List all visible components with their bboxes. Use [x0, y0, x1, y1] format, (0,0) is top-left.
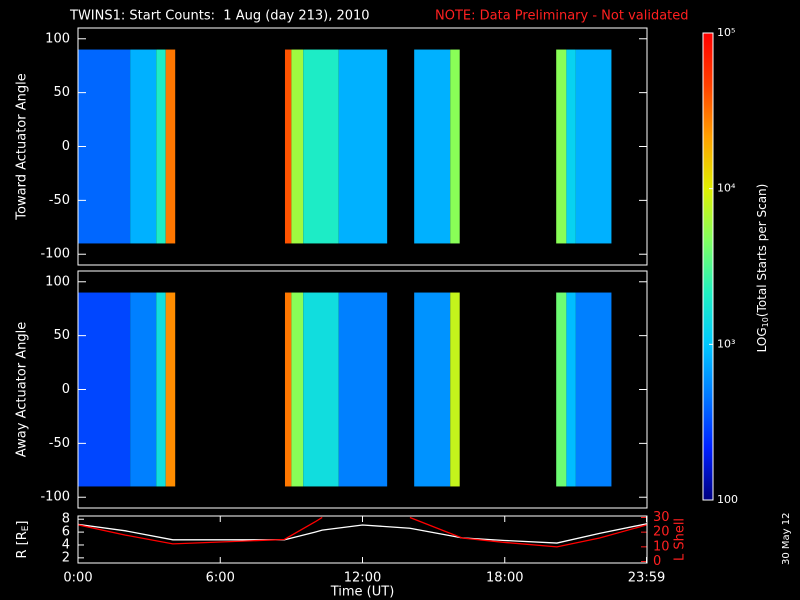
y2-tick-label: 10 [653, 539, 670, 554]
x-tick-label: 0:00 [63, 571, 92, 586]
y-tick-label: 50 [53, 85, 70, 100]
y-tick-label: -100 [40, 490, 70, 505]
y-tick-label: 100 [45, 31, 70, 46]
heat-cell [291, 49, 304, 244]
heat-cell [414, 49, 451, 244]
data-line [78, 516, 647, 548]
y-tick-label: 0 [62, 382, 70, 397]
heat-cell [165, 292, 176, 487]
colorbar-tick-label: 10³ [717, 337, 735, 350]
heat-cell [566, 49, 576, 244]
y2-axis-title: L Shell [673, 518, 688, 561]
colorbar [702, 32, 714, 501]
colorbar-title-part: (Total Starts per Scan) [755, 184, 769, 318]
heat-cell [78, 49, 131, 244]
heat-cell [303, 292, 339, 487]
y-tick-label: 2 [62, 550, 70, 565]
heat-cell [156, 49, 166, 244]
y-tick-label: 50 [53, 328, 70, 343]
colorbar-tick-label: 100 [717, 493, 738, 506]
y-tick-label: 6 [62, 525, 70, 540]
y-tick-label: -50 [49, 193, 70, 208]
y2-tick-label: 0 [653, 554, 661, 569]
heat-cell [130, 49, 157, 244]
y-tick-label: 4 [62, 537, 70, 552]
plot-frame [77, 27, 648, 266]
y-tick-label: 100 [45, 274, 70, 289]
heat-cell [575, 49, 612, 244]
chart-title: TWINS1: Start Counts: 1 Aug (day 213), 2… [69, 9, 370, 24]
heat-cell [450, 292, 460, 487]
heat-cell [291, 292, 304, 487]
colorbar-title-part: 10 [761, 317, 770, 327]
heat-cell [556, 49, 567, 244]
y-axis-title-part: E [21, 525, 31, 531]
heat-cell [284, 292, 292, 487]
date-stamp: 30 May 12 [781, 513, 792, 565]
y-axis-title: R [RE] [15, 520, 31, 558]
y-tick-label: 0 [62, 139, 70, 154]
heat-cell [414, 292, 451, 487]
heat-cell [450, 49, 460, 244]
plot-area [78, 516, 647, 548]
y-axis-title: Away Actuator Angle [15, 322, 30, 457]
heat-cell [130, 292, 157, 487]
plot-frame [77, 270, 648, 509]
x-axis-title: Time (UT) [330, 585, 395, 600]
heat-cell [303, 49, 339, 244]
colorbar-tick-label: 10⁵ [717, 26, 735, 39]
y2-tick-label: 20 [653, 525, 670, 540]
y2-tick-label: 30 [653, 510, 670, 525]
note: NOTE: Data Preliminary - Not validated [435, 9, 689, 24]
y-axis-title-part: ] [15, 520, 30, 525]
heat-cell [566, 292, 576, 487]
heat-cell [165, 49, 176, 244]
heat-cell [556, 292, 567, 487]
y-tick-label: 8 [62, 512, 70, 527]
colorbar-title: LOG10(Total Starts per Scan) [755, 184, 770, 353]
data-line [78, 523, 647, 544]
x-tick-label: 18:00 [486, 571, 523, 586]
y-axis-title-part: R [R [15, 531, 30, 558]
x-tick-label: 12:00 [344, 571, 381, 586]
heat-cell [338, 292, 388, 487]
x-tick-label: 23:59 [628, 571, 665, 586]
heat-cell [284, 49, 292, 244]
x-tick-label: 6:00 [206, 571, 235, 586]
plot-frame [77, 515, 648, 564]
y-axis-title: Toward Actuator Angle [15, 73, 30, 220]
heat-cell [78, 292, 131, 487]
y-tick-label: -100 [40, 247, 70, 262]
heat-cell [338, 49, 388, 244]
heat-cell [156, 292, 166, 487]
heat-cell [575, 292, 612, 487]
colorbar-title-part: LOG [755, 327, 769, 352]
colorbar-tick-label: 10⁴ [717, 182, 736, 195]
y-tick-label: -50 [49, 436, 70, 451]
